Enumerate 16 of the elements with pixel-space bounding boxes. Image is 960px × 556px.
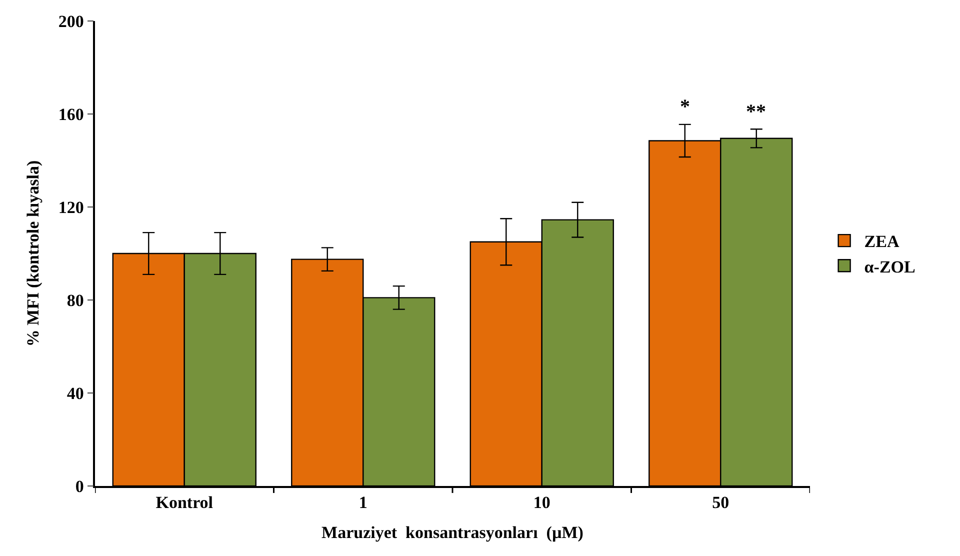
y-tick-label: 80 [66, 290, 84, 310]
x-axis-title: Maruziyet konsantrasyonları (µM) [322, 523, 584, 542]
y-tick-label: 0 [75, 476, 84, 496]
y-tick-label: 40 [66, 384, 84, 403]
annotation: ** [746, 101, 766, 123]
x-tick-label: 10 [533, 493, 550, 512]
legend-label: ZEA [864, 232, 900, 252]
x-tick-label: Kontrol [156, 493, 214, 512]
y-tick-label: 160 [58, 104, 84, 124]
annotation: * [680, 96, 690, 118]
y-axis-title: % MFI (kontrole kıyasla) [23, 160, 42, 347]
x-tick-label: 50 [712, 493, 730, 512]
y-tick-label: 200 [58, 12, 84, 31]
x-tick-label: 1 [358, 493, 368, 512]
y-tick-label: 120 [58, 198, 84, 217]
legend-label: α-ZOL [864, 257, 916, 276]
